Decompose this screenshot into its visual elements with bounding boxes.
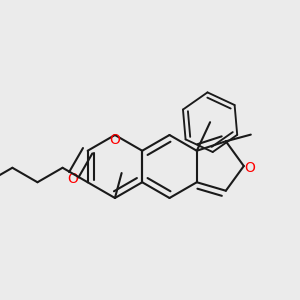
Text: O: O [244, 161, 255, 176]
Text: O: O [67, 172, 78, 186]
Text: O: O [110, 133, 120, 147]
